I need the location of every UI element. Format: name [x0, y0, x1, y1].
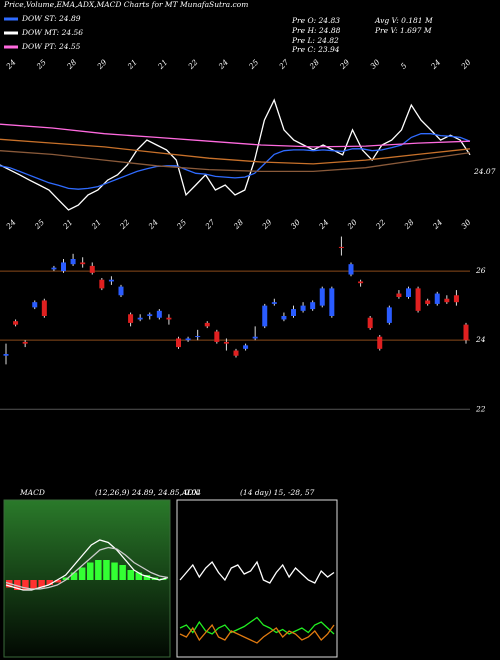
legend-label: DOW PT: 24.55 [21, 42, 81, 51]
candle-body [243, 345, 249, 349]
prev-volume: Pre V: 1.697 M [374, 26, 432, 35]
candle-body [338, 246, 344, 248]
macd-params: (12,26,9) 24.89, 24.85, 0.04 [95, 488, 201, 497]
candle-body [118, 286, 124, 296]
candle-body [89, 265, 95, 273]
series-line [0, 150, 471, 173]
histogram-bar [119, 565, 126, 580]
candle-body [176, 338, 181, 348]
candle-body [223, 341, 229, 344]
prev-open: Pre O: 24.83 [291, 16, 340, 25]
series-line [0, 133, 471, 190]
candle-body [185, 338, 191, 341]
candle-body [300, 305, 306, 311]
candle-body [80, 262, 86, 265]
y-tick-label: 22 [475, 404, 486, 413]
candle-body [252, 336, 258, 339]
candle-body [41, 300, 47, 316]
candle-body [386, 307, 392, 323]
candle-body [99, 279, 105, 289]
candle-body [348, 264, 354, 275]
candle-body [61, 262, 66, 272]
candle-body [329, 288, 335, 316]
histogram-bar [22, 580, 29, 590]
series-line [0, 123, 471, 148]
y-tick-label: 24 [475, 335, 486, 344]
histogram-bar [127, 570, 134, 580]
histogram-bar [135, 572, 143, 580]
candle-body [3, 354, 9, 356]
candle-body [281, 316, 287, 320]
series-line [5, 546, 169, 590]
adx-params: (14 day) 15, -28, 57 [240, 488, 315, 497]
histogram-bar [103, 560, 110, 580]
candle-body [156, 310, 162, 318]
prev-high: Pre H: 24.88 [291, 26, 341, 35]
candle-body [406, 288, 411, 297]
candle-body [137, 317, 143, 320]
adx-title: ADX [181, 488, 199, 497]
histogram-bar [54, 580, 62, 583]
histogram-bar [143, 575, 151, 580]
date-label: 5 [399, 61, 409, 71]
candle-body [463, 324, 469, 341]
histogram-bar [62, 577, 70, 580]
candle-body [51, 267, 57, 270]
series-line [179, 616, 335, 635]
candle-body [204, 322, 210, 327]
histogram-bar [46, 580, 53, 585]
candle-body [214, 331, 220, 342]
macd-title: MACD [19, 488, 45, 497]
candle-body [13, 321, 19, 325]
series-line [179, 623, 335, 644]
last-price: 24.07 [473, 167, 496, 176]
legend-label: DOW ST: 24.89 [21, 14, 81, 23]
histogram-bar [38, 580, 45, 588]
candle-body [195, 336, 201, 338]
candle-body [319, 288, 325, 306]
candle-body [310, 302, 316, 310]
candle-body [147, 314, 153, 316]
histogram-bar [30, 580, 37, 589]
candle-body [166, 317, 172, 320]
candle-body [415, 288, 421, 311]
candle-body [22, 341, 28, 344]
candle-body [358, 281, 364, 284]
candle-body [434, 293, 440, 304]
prev-close: Pre C: 23.94 [291, 45, 340, 54]
candle-body [271, 302, 277, 304]
candle-body [396, 293, 402, 297]
candle-body [291, 309, 296, 316]
candle-body [425, 300, 431, 304]
prev-low: Pre L: 24.82 [291, 36, 339, 45]
candle-body [453, 295, 459, 303]
series-line [0, 138, 471, 165]
histogram-bar [95, 560, 102, 580]
candle-body [377, 336, 383, 349]
histogram-bar [70, 572, 78, 580]
histogram-bar [78, 567, 86, 580]
candle-body [32, 302, 38, 308]
candle-body [233, 350, 239, 356]
candle-body [108, 279, 114, 282]
histogram-bar [14, 580, 21, 590]
candle-body [367, 317, 373, 329]
title: Price,Volume,EMA,ADX,MACD Charts for MT … [3, 0, 248, 9]
avg-volume: Avg V: 0.181 M [374, 16, 433, 25]
candle-body [444, 298, 450, 303]
series-line [0, 98, 471, 211]
candle-body [262, 305, 268, 327]
y-tick-label: 26 [475, 266, 486, 275]
histogram-bar [111, 562, 118, 580]
candle-body [128, 314, 134, 323]
candle-body [70, 259, 76, 265]
legend-label: DOW MT: 24.56 [21, 28, 83, 37]
series-line [179, 560, 335, 584]
histogram-bar [87, 562, 94, 580]
